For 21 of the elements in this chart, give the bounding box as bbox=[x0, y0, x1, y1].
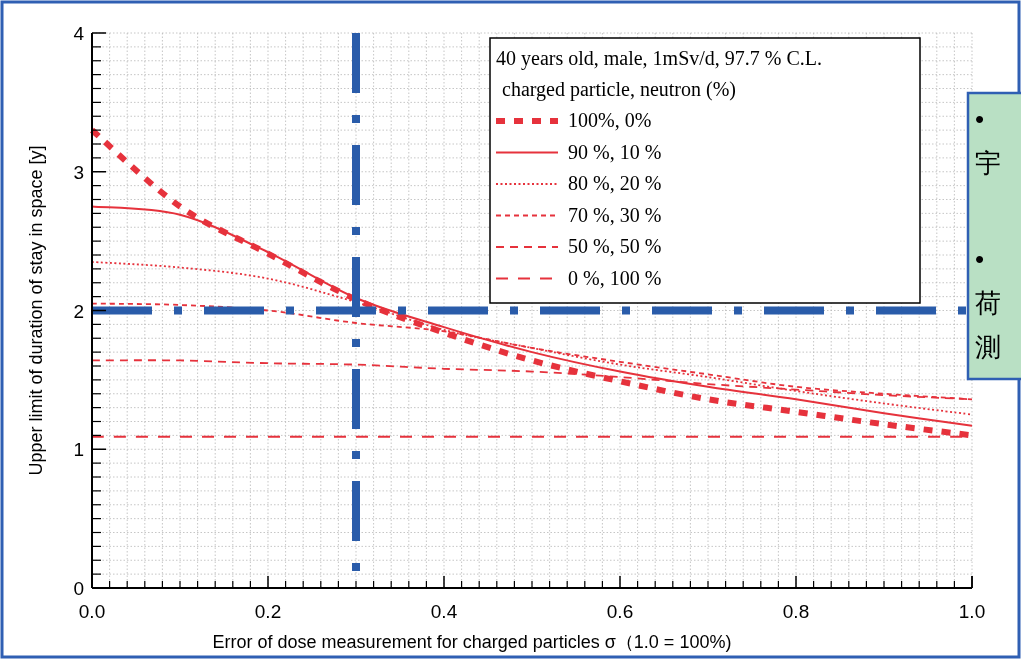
y-axis-title: Upper limit of duration of stay in space [y] bbox=[26, 145, 46, 476]
notes: • 宇 • 荷 測 bbox=[966, 91, 1021, 381]
x-tick-label: 0.0 bbox=[78, 601, 106, 622]
y-tick-label: 3 bbox=[73, 161, 84, 183]
x-axis-title: Error of dose measurement for charged particles σ（1.0 = 100%) bbox=[212, 632, 732, 652]
x-tick-label: 0.6 bbox=[606, 601, 634, 622]
legend-label: 90 %, 10 % bbox=[568, 140, 662, 163]
x-tick-label: 1.0 bbox=[958, 601, 986, 622]
legend-title: 40 years old, male, 1mSv/d, 97.7 % C.L. charged particle, neutron (%) bbox=[496, 47, 823, 101]
legend-label: 70 %, 30 % bbox=[568, 203, 662, 226]
x-tick-label: 0.8 bbox=[782, 601, 810, 622]
legend-label: 80 %, 20 % bbox=[568, 172, 662, 194]
y-tick-label: 1 bbox=[73, 439, 84, 461]
y-tick-label: 2 bbox=[73, 300, 84, 322]
legend-label: 0 %, 100 % bbox=[568, 266, 662, 289]
y-tick-label: 0 bbox=[73, 578, 84, 599]
x-tick-label: 0.2 bbox=[254, 601, 282, 622]
legend-label: 100%, 0% bbox=[568, 109, 652, 131]
legend-label: 50 %, 50 % bbox=[568, 235, 662, 257]
y-tick-label: 4 bbox=[73, 23, 85, 44]
x-tick-label: 0.4 bbox=[430, 601, 458, 622]
